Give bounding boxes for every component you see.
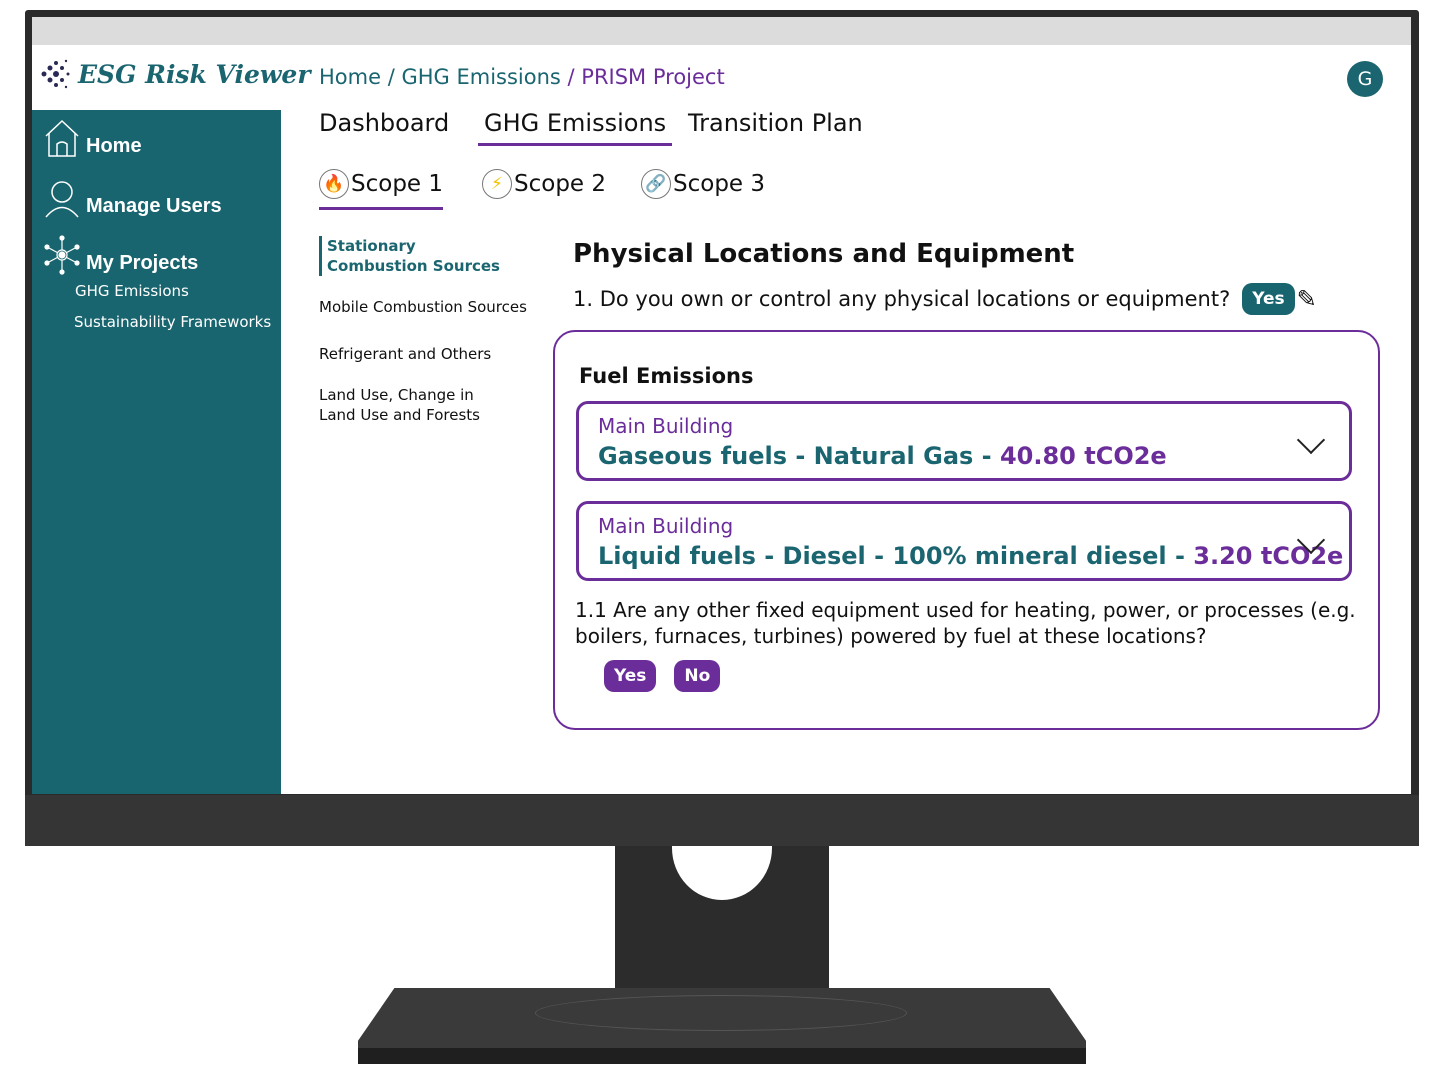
monitor-chin [25,795,1419,846]
entry-description: Gaseous fuels - Natural Gas - 40.80 tCO2… [598,442,1167,470]
subnav-refrigerant[interactable]: Refrigerant and Others [319,345,492,363]
logo-dots-icon [41,59,70,89]
monitor-base-edge [358,1048,1086,1064]
breadcrumb-project: PRISM Project [581,65,725,89]
no-button[interactable]: No [674,660,721,692]
breadcrumb-ghg[interactable]: GHG Emissions [401,65,561,89]
emission-entry[interactable]: Main Building Gaseous fuels - Natural Ga… [576,401,1352,481]
pencil-icon[interactable]: ✎ [1296,285,1317,313]
base-ring [535,995,907,1031]
breadcrumb-home[interactable]: Home [319,65,382,89]
entry-location: Main Building [598,514,734,538]
chevron-down-icon[interactable] [1296,425,1326,455]
yes-button[interactable]: Yes [604,660,657,692]
entry-fuel: Gaseous fuels - Natural Gas - [598,442,1000,470]
logo[interactable]: ESG Risk Viewer [40,57,311,91]
tab-scope-3[interactable]: 🔗 Scope 3 [641,169,765,207]
scope-label: Scope 2 [514,171,607,197]
network-icon [44,235,80,275]
scope-label: Scope 1 [351,171,444,197]
sidebar-item-manage-users[interactable]: Manage Users [44,180,222,218]
answer-yes-badge: Yes [1242,283,1295,315]
entry-location: Main Building [598,414,734,438]
link-icon: 🔗 [641,169,671,199]
sidebar-item-label: Manage Users [86,195,222,217]
sidebar-subitem-sustainability-frameworks[interactable]: Sustainability Frameworks [74,313,272,331]
subnav-land-use[interactable]: Land Use, Change in Land Use and Forests [319,386,480,424]
page-title: Physical Locations and Equipment [573,239,1075,269]
sidebar-item-home[interactable]: Home [44,118,142,158]
user-icon [45,181,79,218]
question-text: 1. Do you own or control any physical lo… [573,287,1231,311]
scope-label: Scope 3 [673,171,766,197]
tab-scope-2[interactable]: ⚡ Scope 2 [482,169,606,207]
tab-scope-1[interactable]: 🔥 Scope 1 [319,169,444,210]
entry-description: Liquid fuels - Diesel - 100% mineral die… [598,542,1343,570]
app-title: ESG Risk Viewer [78,59,311,89]
entry-value: 40.80 tCO2e [999,442,1167,470]
sidebar-item-label: My Projects [86,252,199,274]
breadcrumb: Home / GHG Emissions / PRISM Project [319,65,725,89]
emission-entry[interactable]: Main Building Liquid fuels - Diesel - 10… [576,501,1352,581]
sidebar: Home Manage Users My Projects GHG Emissi… [32,110,281,794]
entry-value: 3.20 tCO2e [1193,542,1344,570]
tab-transition-plan[interactable]: Transition Plan [688,109,863,137]
app-screen: ESG Risk Viewer Home Manage Users My Pro… [32,45,1411,794]
fire-icon: 🔥 [319,169,349,199]
sidebar-item-my-projects[interactable]: My Projects [44,235,198,275]
question-1-1: 1.1 Are any other fixed equipment used f… [575,598,1356,648]
breadcrumb-separator: / [381,65,402,89]
lightning-icon: ⚡ [482,169,512,199]
avatar[interactable]: G [1347,61,1383,97]
breadcrumb-separator: / [560,65,582,89]
home-icon [45,119,79,157]
sidebar-item-label: Home [86,135,142,157]
subnav-mobile-combustion[interactable]: Mobile Combustion Sources [319,298,527,316]
question-1: 1. Do you own or control any physical lo… [573,283,1317,315]
subnav-stationary-combustion[interactable]: Stationary Combustion Sources [319,236,519,276]
tab-ghg-emissions[interactable]: GHG Emissions [478,109,673,146]
fuel-emissions-card: Fuel Emissions Main Building Gaseous fue… [553,330,1380,730]
sidebar-subitem-ghg-emissions[interactable]: GHG Emissions [75,282,189,300]
card-title: Fuel Emissions [579,364,754,388]
browser-bar [32,17,1411,45]
tab-dashboard[interactable]: Dashboard [319,109,450,137]
entry-fuel: Liquid fuels - Diesel - 100% mineral die… [598,542,1194,570]
